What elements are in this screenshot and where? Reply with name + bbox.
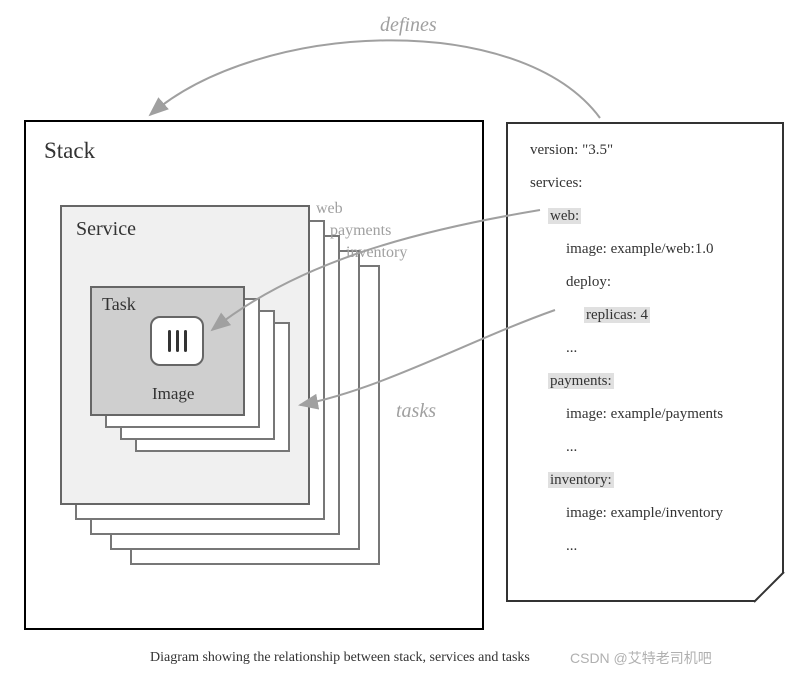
watermark-text: CSDN @艾特老司机吧 [570, 648, 712, 668]
service-side-label-web: web [316, 200, 343, 218]
code-line: image: example/payments [566, 406, 723, 423]
code-line: image: example/web:1.0 [566, 241, 713, 258]
code-line: inventory: [548, 472, 614, 489]
code-block: version: "3.5" services: web: image: exampl… [506, 122, 784, 602]
service-side-label-payments: payments [330, 222, 391, 240]
service-label: Service [76, 218, 136, 241]
code-line: version: "3.5" [530, 142, 613, 159]
code-line: services: [530, 175, 582, 192]
code-line: replicas: 4 [584, 307, 650, 324]
image-label: Image [152, 384, 194, 404]
tasks-label: tasks [396, 400, 436, 423]
image-icon [163, 330, 191, 352]
code-line: ... [566, 538, 577, 555]
code-line: deploy: [566, 274, 611, 291]
code-line: ... [566, 340, 577, 357]
task-label: Task [102, 294, 136, 315]
service-side-label-inventory: inventory [346, 244, 407, 262]
stack-label: Stack [44, 138, 95, 164]
defines-label: defines [380, 14, 437, 37]
code-line: ... [566, 439, 577, 456]
code-line: web: [548, 208, 581, 225]
code-line: payments: [548, 373, 614, 390]
caption-text: Diagram showing the relationship between… [150, 650, 530, 666]
code-line: image: example/inventory [566, 505, 723, 522]
